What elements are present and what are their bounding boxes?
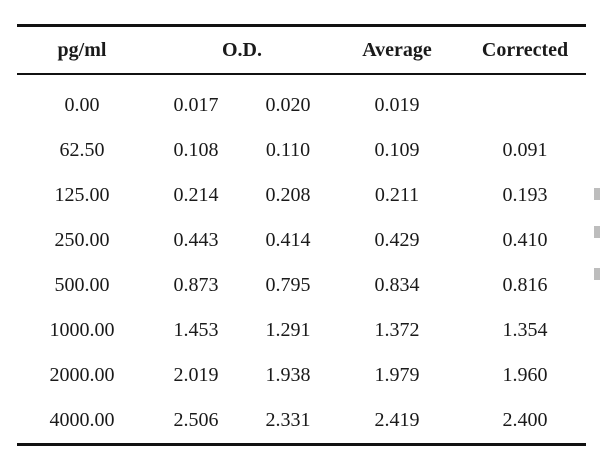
header-average: Average [362,38,432,61]
table-row: 4000.00 2.506 2.331 2.419 2.400 [17,398,586,443]
cell-od2: 0.414 [265,229,311,251]
cell-corrected: 1.354 [502,319,548,341]
cell-od1: 0.017 [173,94,219,116]
cell-average: 0.211 [374,184,420,206]
top-rule [17,24,586,27]
cell-corrected: 0.816 [502,274,548,296]
header-pg-ml: pg/ml [57,38,107,61]
cell-od1: 2.019 [173,364,219,386]
cropped-text-fragment [594,268,600,280]
cell-corrected: 0.193 [502,184,548,206]
cell-od2: 0.795 [265,274,311,296]
cell-od1: 0.214 [173,184,219,206]
cell-average: 1.372 [374,319,420,341]
cell-od2: 0.208 [265,184,311,206]
cell-pg: 2000.00 [49,364,115,386]
cell-average: 2.419 [374,409,420,431]
table-row: 62.50 0.108 0.110 0.109 0.091 [17,128,586,173]
cell-pg: 500.00 [54,274,110,296]
cell-od1: 0.108 [173,139,219,161]
cropped-text-fragment [594,188,600,200]
table-row: 1000.00 1.453 1.291 1.372 1.354 [17,308,586,353]
cell-average: 0.429 [374,229,420,251]
cell-corrected: 2.400 [502,409,548,431]
cell-od2: 0.020 [265,94,311,116]
cell-pg: 62.50 [59,139,105,161]
cell-od2: 2.331 [265,409,311,431]
table-row: 250.00 0.443 0.414 0.429 0.410 [17,218,586,263]
bottom-rule [17,443,586,446]
table-row: 125.00 0.214 0.208 0.211 0.193 [17,173,586,218]
standard-curve-table: pg/ml O.D. Average Corrected 0.00 0.017 … [17,24,586,446]
cell-od1: 1.453 [173,319,219,341]
table-row: 0.00 0.017 0.020 0.019 [17,83,586,128]
header-od: O.D. [222,38,262,61]
header-corrected: Corrected [481,38,569,61]
cell-pg: 1000.00 [49,319,115,341]
cell-od1: 0.873 [173,274,219,296]
cell-average: 0.109 [374,139,420,161]
table-row: 500.00 0.873 0.795 0.834 0.816 [17,263,586,308]
cell-od2: 1.291 [265,319,311,341]
cell-corrected: 1.960 [502,364,548,386]
cropped-text-fragment [594,226,600,238]
cell-pg: 4000.00 [49,409,115,431]
cell-corrected [472,83,578,128]
header-rule [17,73,586,75]
cell-average: 1.979 [374,364,420,386]
cell-average: 0.834 [374,274,420,296]
cell-od2: 1.938 [265,364,311,386]
cell-corrected: 0.091 [502,139,548,161]
cell-od1: 0.443 [173,229,219,251]
table-row: 2000.00 2.019 1.938 1.979 1.960 [17,353,586,398]
cell-pg: 125.00 [54,184,110,206]
cell-corrected: 0.410 [502,229,548,251]
cell-od1: 2.506 [173,409,219,431]
table-body: 0.00 0.017 0.020 0.019 62.50 0.108 0.110… [17,75,586,443]
cell-pg: 250.00 [54,229,110,251]
cell-pg: 0.00 [64,94,100,116]
cell-od2: 0.110 [265,139,311,161]
cell-average: 0.019 [374,94,420,116]
header-row: pg/ml O.D. Average Corrected [17,27,586,73]
